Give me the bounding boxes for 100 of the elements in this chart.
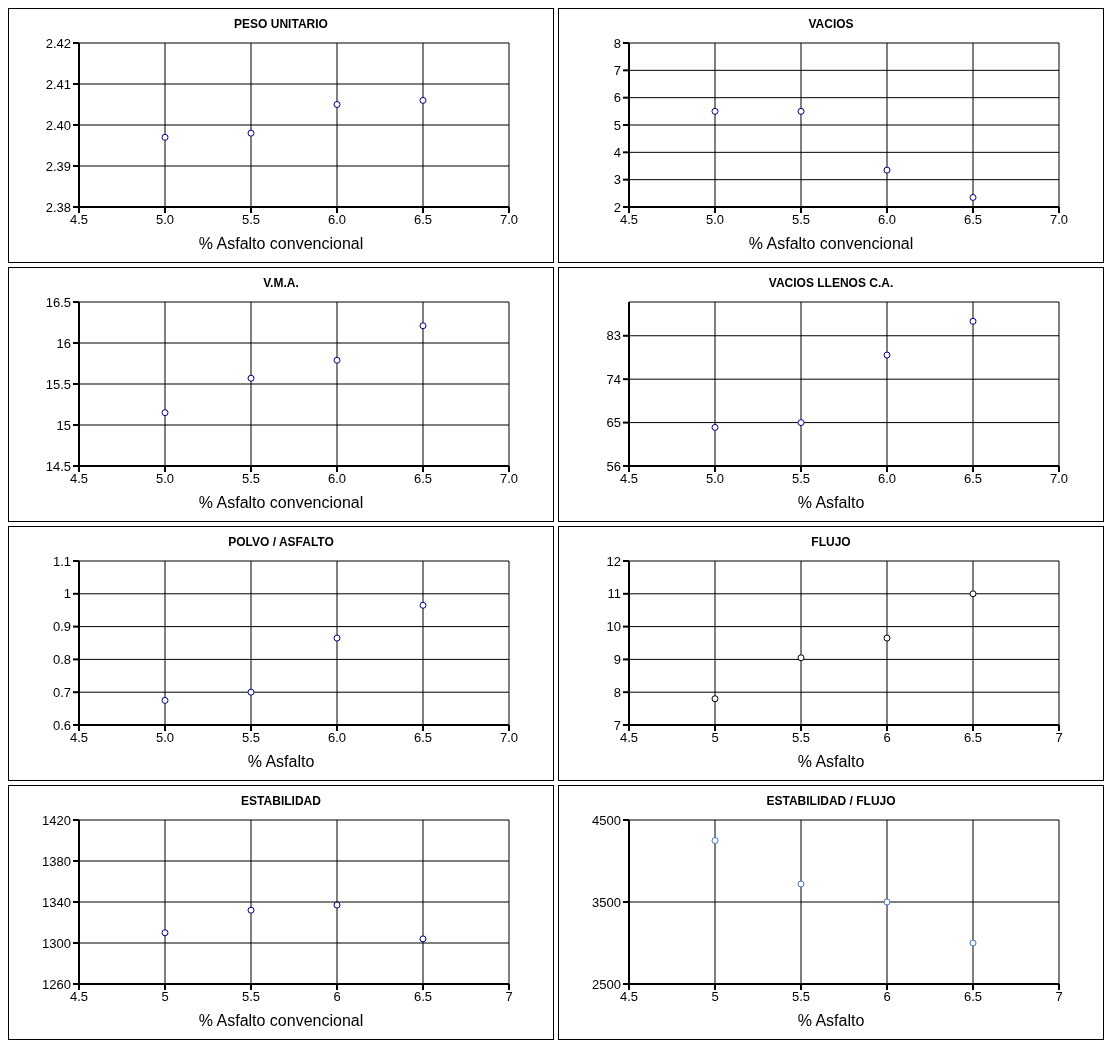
- y-tick-label: 7: [613, 717, 621, 733]
- point: [969, 317, 977, 325]
- y-tick-label: 12: [606, 553, 621, 569]
- point: [969, 939, 977, 947]
- y-tick-label: 2.42: [45, 35, 71, 51]
- x-tick-label: 4.5: [69, 730, 89, 746]
- x-tick-label: 5.0: [705, 212, 725, 228]
- chart-title: VACIOS LLENOS C.A.: [767, 276, 895, 292]
- x-tick-label: 6.5: [413, 989, 433, 1005]
- point: [161, 133, 169, 141]
- x-tick-label: 6.0: [877, 471, 897, 487]
- point: [797, 654, 805, 662]
- y-tick-label: 4500: [592, 812, 621, 828]
- point: [969, 193, 977, 201]
- x-tick-label: 7.0: [499, 212, 519, 228]
- x-tick-label: 5.0: [155, 212, 175, 228]
- x-tick-label: 6: [883, 730, 891, 746]
- x-axis-title: % Asfalto: [796, 494, 866, 512]
- x-tick-label: 4.5: [69, 471, 89, 487]
- x-axis-title: % Asfalto convencional: [197, 235, 365, 253]
- y-tick-label: 2.41: [45, 76, 71, 92]
- x-axis-title: % Asfalto convencional: [747, 235, 915, 253]
- y-tick-label: 8: [613, 35, 621, 51]
- y-tick-label: 2: [613, 199, 621, 215]
- y-tick-label: 2.38: [45, 199, 71, 215]
- x-tick-label: 5.5: [241, 471, 261, 487]
- x-tick-label: 6.5: [963, 212, 983, 228]
- y-tick-label: 0.9: [52, 619, 71, 635]
- x-tick-label: 5.5: [791, 212, 811, 228]
- point: [969, 590, 977, 598]
- x-tick-label: 6.5: [963, 471, 983, 487]
- y-tick-label: 15.5: [45, 376, 71, 392]
- point: [333, 356, 341, 364]
- x-tick-label: 6: [333, 989, 341, 1005]
- x-tick-label: 7: [1055, 989, 1063, 1005]
- chart-title: FLUJO: [810, 535, 852, 551]
- point: [247, 374, 255, 382]
- point: [797, 419, 805, 427]
- point: [161, 696, 169, 704]
- y-tick-label: 8: [613, 684, 621, 700]
- y-tick-label: 1300: [42, 935, 71, 951]
- point: [797, 880, 805, 888]
- x-tick-label: 6.0: [877, 212, 897, 228]
- point: [883, 634, 891, 642]
- x-tick-label: 4.5: [619, 989, 639, 1005]
- y-tick-label: 3: [613, 172, 621, 188]
- point: [711, 107, 719, 115]
- y-tick-label: 1.1: [52, 553, 71, 569]
- x-tick-label: 5.0: [155, 471, 175, 487]
- point: [333, 101, 341, 108]
- chart-title: ESTABILIDAD: [240, 794, 322, 810]
- point: [419, 96, 427, 104]
- chart-title: V.M.A.: [262, 276, 300, 292]
- y-tick-label: 1: [63, 586, 71, 602]
- point: [883, 898, 891, 906]
- x-tick-label: 5.5: [791, 730, 811, 746]
- x-tick-label: 7.0: [1049, 212, 1069, 228]
- x-tick-label: 7.0: [1049, 471, 1069, 487]
- y-tick-label: 65: [606, 415, 621, 431]
- x-tick-label: 6.5: [413, 212, 433, 228]
- x-tick-label: 4.5: [69, 989, 89, 1005]
- y-tick-label: 2.40: [45, 117, 71, 133]
- point: [419, 935, 427, 943]
- point: [333, 901, 341, 909]
- x-tick-label: 5.5: [791, 989, 811, 1005]
- y-tick-label: 16: [56, 335, 71, 351]
- y-tick-label: 7: [613, 62, 621, 78]
- x-tick-label: 5: [161, 989, 169, 1005]
- x-tick-label: 5.0: [155, 730, 175, 746]
- y-tick-label: 16.5: [45, 294, 71, 310]
- point: [797, 107, 805, 115]
- y-tick-label: 10: [606, 619, 621, 635]
- point: [333, 634, 341, 642]
- point: [419, 322, 427, 330]
- x-tick-label: 6.0: [327, 471, 347, 487]
- x-axis-title: % Asfalto convencional: [197, 1012, 365, 1030]
- chart-title: ESTABILIDAD / FLUJO: [765, 794, 897, 810]
- y-tick-label: 3500: [592, 894, 621, 910]
- x-tick-label: 4.5: [619, 471, 639, 487]
- y-tick-label: 2.39: [45, 158, 71, 174]
- x-tick-label: 7.0: [499, 730, 519, 746]
- x-tick-label: 6.5: [963, 730, 983, 746]
- x-tick-label: 5.0: [705, 471, 725, 487]
- x-tick-label: 7: [1055, 730, 1063, 746]
- point: [161, 929, 169, 937]
- x-axis-title: % Asfalto: [796, 1012, 866, 1030]
- y-tick-label: 83: [606, 328, 621, 344]
- y-tick-label: 15: [56, 417, 71, 433]
- chart-title: POLVO / ASFALTO: [227, 535, 335, 551]
- y-tick-label: 0.7: [52, 684, 71, 700]
- x-tick-label: 5.5: [791, 471, 811, 487]
- x-tick-label: 5: [711, 989, 719, 1005]
- x-tick-label: 7.0: [499, 471, 519, 487]
- y-tick-label: 0.8: [52, 652, 71, 668]
- x-tick-label: 5.5: [241, 730, 261, 746]
- point: [883, 166, 891, 174]
- chart-title: VACIOS: [807, 17, 855, 33]
- x-tick-label: 6.0: [327, 212, 347, 228]
- chart-title: PESO UNITARIO: [233, 17, 329, 33]
- point: [419, 601, 427, 609]
